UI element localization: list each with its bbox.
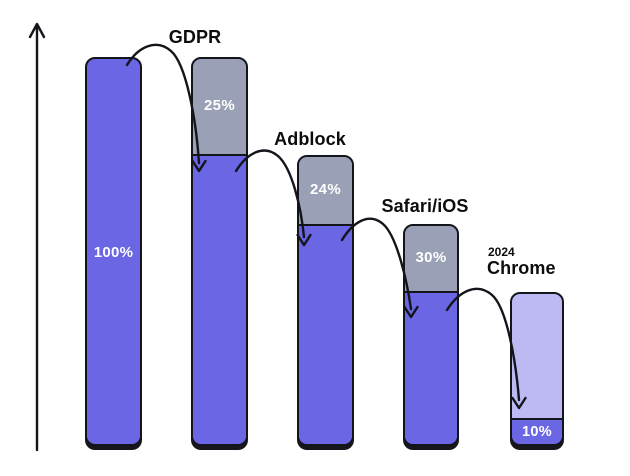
remaining-segment-adblock: [299, 226, 352, 444]
stage-label-gdpr: GDPR: [168, 27, 222, 47]
lost-segment-chrome: [512, 294, 562, 420]
pct-label-gdpr: 25%: [204, 97, 235, 114]
pct-label-adblock: 24%: [310, 181, 341, 198]
bar-chrome: [510, 292, 564, 446]
stage-label-adblock: Adblock: [274, 129, 346, 149]
y-axis-arrowhead-icon: [28, 22, 46, 39]
lost-segment-safari-ios: [405, 226, 457, 293]
pct-label-safari-ios: 30%: [415, 249, 447, 266]
remaining-segment-safari-ios: [405, 293, 457, 444]
lost-segment-adblock: [299, 157, 352, 226]
lost-segment-gdpr: [193, 59, 246, 156]
remaining-segment-gdpr: [193, 156, 246, 444]
stage-label-safari-ios: Safari/iOS: [381, 196, 469, 216]
bar-gdpr: [191, 57, 248, 446]
pct-label-chrome: 10%: [522, 424, 552, 440]
year-label-chrome: 2024: [488, 245, 515, 259]
stage-label-chrome: Chrome: [487, 258, 556, 278]
remaining-segment-chrome: [512, 420, 562, 444]
pct-label-initial: 100%: [93, 244, 134, 261]
bar-adblock: [297, 155, 354, 446]
